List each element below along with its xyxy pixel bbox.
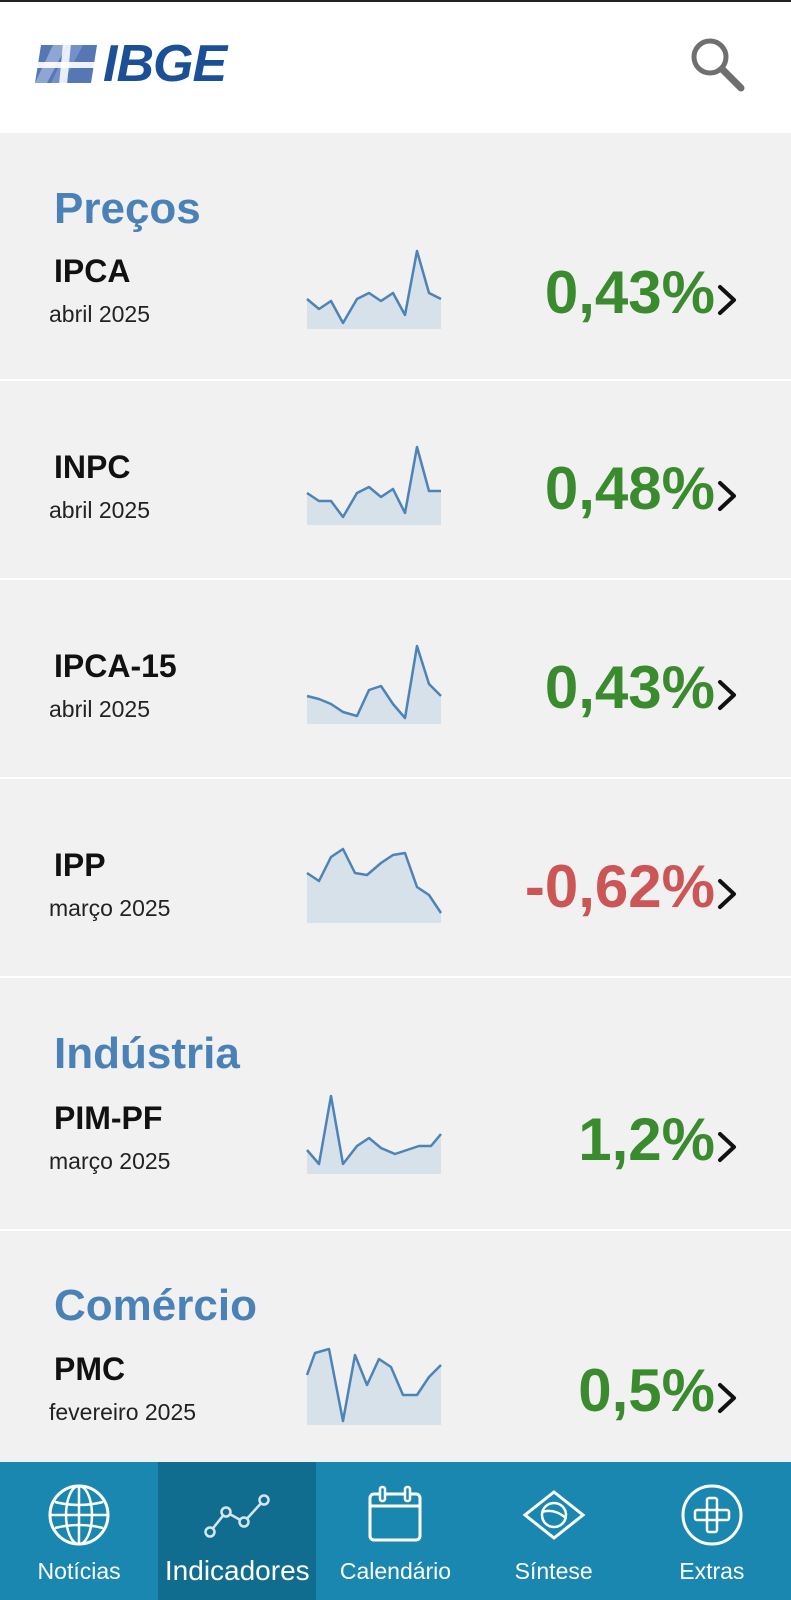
indicator-date: março 2025	[49, 1148, 171, 1174]
indicator-value: -0,62%	[524, 853, 715, 920]
globe-icon	[48, 1484, 110, 1546]
chevron-right-icon	[718, 1132, 736, 1162]
indicator-row-pmc[interactable]: Comércio PMC fevereiro 2025 0,5%	[0, 1231, 791, 1461]
nav-label: Indicadores	[164, 1555, 310, 1586]
indicator-name: IPCA-15	[54, 648, 177, 684]
indicator-row-pim-pf[interactable]: Indústria PIM-PF março 2025 1,2%	[0, 978, 791, 1231]
sparkline-ipp	[306, 847, 443, 923]
bottom-navigation: Notícias Indicadores Calendário	[0, 1462, 791, 1600]
indicator-date: março 2025	[49, 895, 171, 921]
section-title-industria: Indústria	[54, 1029, 240, 1078]
chevron-right-icon	[718, 1383, 736, 1413]
ibge-logo: IBGE	[33, 35, 227, 93]
indicator-name: IPCA	[54, 253, 131, 289]
line-chart-icon	[204, 1494, 271, 1538]
plus-circle-icon	[681, 1484, 743, 1546]
indicator-row-ipca15[interactable]: IPCA-15 abril 2025 0,43%	[0, 580, 791, 779]
nav-label: Calendário	[339, 1558, 452, 1584]
chevron-right-icon	[718, 680, 736, 710]
section-title-comercio: Comércio	[54, 1281, 257, 1330]
indicator-date: abril 2025	[49, 696, 151, 722]
nav-label: Extras	[679, 1558, 745, 1584]
indicator-name: PIM-PF	[54, 1100, 163, 1136]
indicator-row-ipca[interactable]: Preços IPCA abril 2025 0,43%	[0, 133, 791, 381]
nav-label: Notícias	[37, 1558, 121, 1584]
indicator-value: 0,43%	[544, 259, 715, 326]
app-header: IBGE	[0, 0, 791, 133]
nav-item-extras[interactable]: Extras	[633, 1462, 791, 1600]
sparkline-ipca	[306, 249, 442, 329]
search-button[interactable]	[686, 33, 748, 95]
section-title-precos: Preços	[54, 184, 201, 233]
sparkline-pmc	[305, 1347, 442, 1425]
nav-item-calendario[interactable]: Calendário	[316, 1462, 474, 1600]
indicator-row-ipp[interactable]: IPP março 2025 -0,62%	[0, 779, 791, 978]
indicator-value: 0,43%	[544, 654, 715, 721]
indicator-name: IPP	[54, 847, 106, 883]
nav-item-noticias[interactable]: Notícias	[0, 1462, 158, 1600]
brazil-flag-icon	[522, 1490, 586, 1540]
nav-item-sintese[interactable]: Síntese	[475, 1462, 633, 1600]
sparkline-pim-pf	[306, 1094, 442, 1174]
indicator-name: PMC	[54, 1351, 126, 1387]
chevron-right-icon	[718, 285, 736, 315]
indicator-list: Preços IPCA abril 2025 0,43% INPC abril …	[0, 133, 791, 1461]
ibge-logo-mark-icon	[34, 43, 99, 85]
indicator-date: abril 2025	[49, 301, 151, 327]
indicator-date: abril 2025	[49, 497, 151, 523]
sparkline-inpc	[306, 445, 441, 525]
nav-item-indicadores[interactable]: Indicadores	[158, 1462, 317, 1600]
chevron-right-icon	[718, 481, 736, 511]
logo-text: IBGE	[103, 35, 227, 93]
indicator-value: 0,48%	[544, 455, 715, 522]
indicator-value: 0,5%	[578, 1357, 715, 1424]
search-icon	[691, 38, 745, 92]
nav-label: Síntese	[514, 1558, 593, 1584]
sparkline-ipca15	[306, 644, 442, 724]
indicator-name: INPC	[54, 449, 131, 485]
indicator-row-inpc[interactable]: INPC abril 2025 0,48%	[0, 381, 791, 580]
calendar-icon	[368, 1485, 422, 1542]
indicator-value: 1,2%	[578, 1106, 715, 1173]
chevron-right-icon	[718, 879, 736, 909]
indicator-date: fevereiro 2025	[49, 1399, 197, 1425]
